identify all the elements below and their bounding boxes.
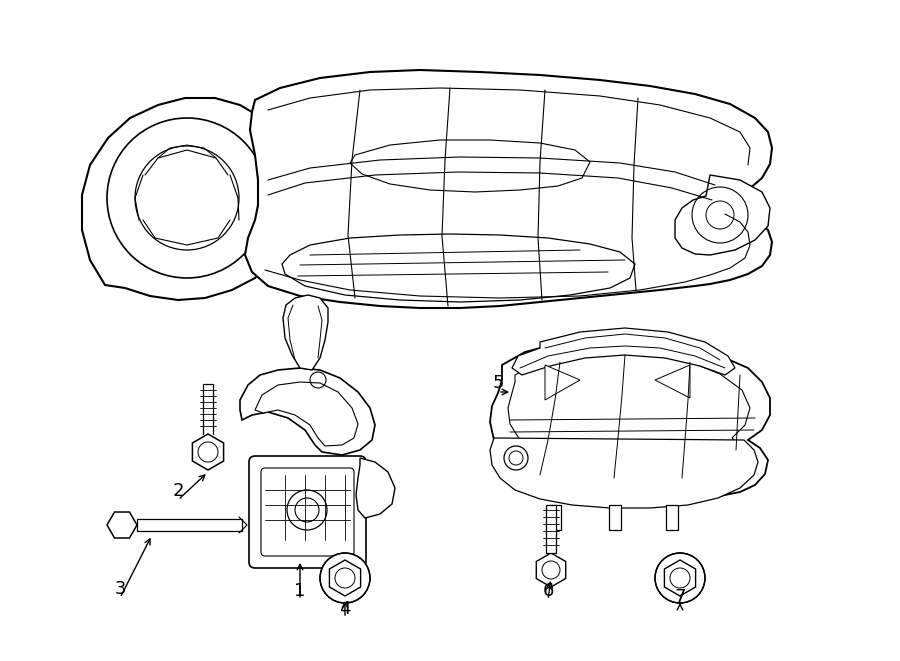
Polygon shape [609,505,621,530]
Polygon shape [107,512,137,538]
Polygon shape [255,382,358,446]
Polygon shape [350,140,590,192]
Text: 1: 1 [294,582,306,600]
Polygon shape [82,98,292,300]
Polygon shape [655,365,690,398]
Text: 6: 6 [543,582,553,600]
Polygon shape [329,560,361,596]
Polygon shape [283,295,328,370]
Polygon shape [490,438,758,508]
Polygon shape [282,234,635,302]
Circle shape [135,146,239,250]
Polygon shape [245,70,772,308]
Polygon shape [545,365,580,400]
Circle shape [320,553,370,603]
Text: 4: 4 [339,600,351,618]
Polygon shape [675,175,770,255]
Polygon shape [490,340,770,498]
FancyBboxPatch shape [261,468,354,556]
Polygon shape [549,505,561,530]
FancyBboxPatch shape [249,456,366,568]
Polygon shape [546,505,556,553]
Polygon shape [536,553,566,587]
Text: 2: 2 [172,482,184,500]
Polygon shape [666,505,678,530]
Circle shape [107,118,267,278]
Polygon shape [137,519,242,531]
Circle shape [504,446,528,470]
Text: 7: 7 [674,588,686,606]
Polygon shape [512,328,735,375]
Polygon shape [240,368,375,455]
Circle shape [655,553,705,603]
Polygon shape [356,458,395,518]
Text: 3: 3 [114,580,126,598]
Text: 5: 5 [492,374,504,392]
Circle shape [287,490,327,530]
Polygon shape [508,352,750,491]
Polygon shape [193,434,223,470]
Polygon shape [664,560,696,596]
